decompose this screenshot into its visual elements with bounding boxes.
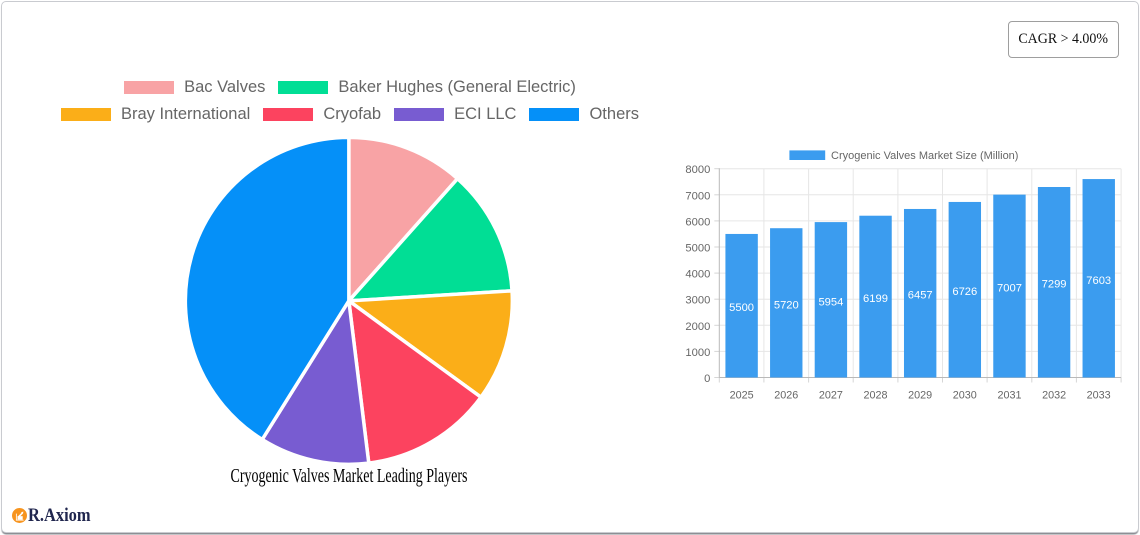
svg-text:6726: 6726 bbox=[952, 286, 977, 298]
svg-text:2029: 2029 bbox=[908, 390, 932, 402]
svg-text:1000: 1000 bbox=[685, 347, 710, 359]
svg-text:7299: 7299 bbox=[1042, 279, 1067, 291]
svg-text:7000: 7000 bbox=[685, 190, 710, 202]
svg-text:5500: 5500 bbox=[729, 302, 754, 314]
svg-text:5954: 5954 bbox=[818, 296, 843, 308]
svg-text:2030: 2030 bbox=[953, 390, 977, 402]
svg-text:2027: 2027 bbox=[819, 390, 843, 402]
svg-text:Cryogenic Valves Market Size (: Cryogenic Valves Market Size (Million) bbox=[831, 150, 1018, 162]
svg-text:7007: 7007 bbox=[997, 283, 1022, 295]
svg-text:0: 0 bbox=[704, 373, 710, 385]
svg-text:7603: 7603 bbox=[1086, 275, 1111, 287]
svg-text:2000: 2000 bbox=[685, 321, 710, 333]
svg-text:5000: 5000 bbox=[685, 243, 710, 255]
svg-text:8000: 8000 bbox=[685, 164, 710, 176]
svg-text:5720: 5720 bbox=[774, 299, 799, 311]
svg-text:6457: 6457 bbox=[908, 290, 933, 302]
svg-text:2032: 2032 bbox=[1042, 390, 1066, 402]
svg-text:3000: 3000 bbox=[685, 295, 710, 307]
svg-text:2031: 2031 bbox=[997, 390, 1021, 402]
svg-text:2033: 2033 bbox=[1087, 390, 1111, 402]
svg-text:6199: 6199 bbox=[863, 293, 888, 305]
svg-text:2028: 2028 bbox=[863, 390, 887, 402]
svg-text:2026: 2026 bbox=[774, 390, 798, 402]
svg-text:6000: 6000 bbox=[685, 216, 710, 228]
svg-text:2025: 2025 bbox=[730, 390, 754, 402]
svg-text:4000: 4000 bbox=[685, 269, 710, 281]
